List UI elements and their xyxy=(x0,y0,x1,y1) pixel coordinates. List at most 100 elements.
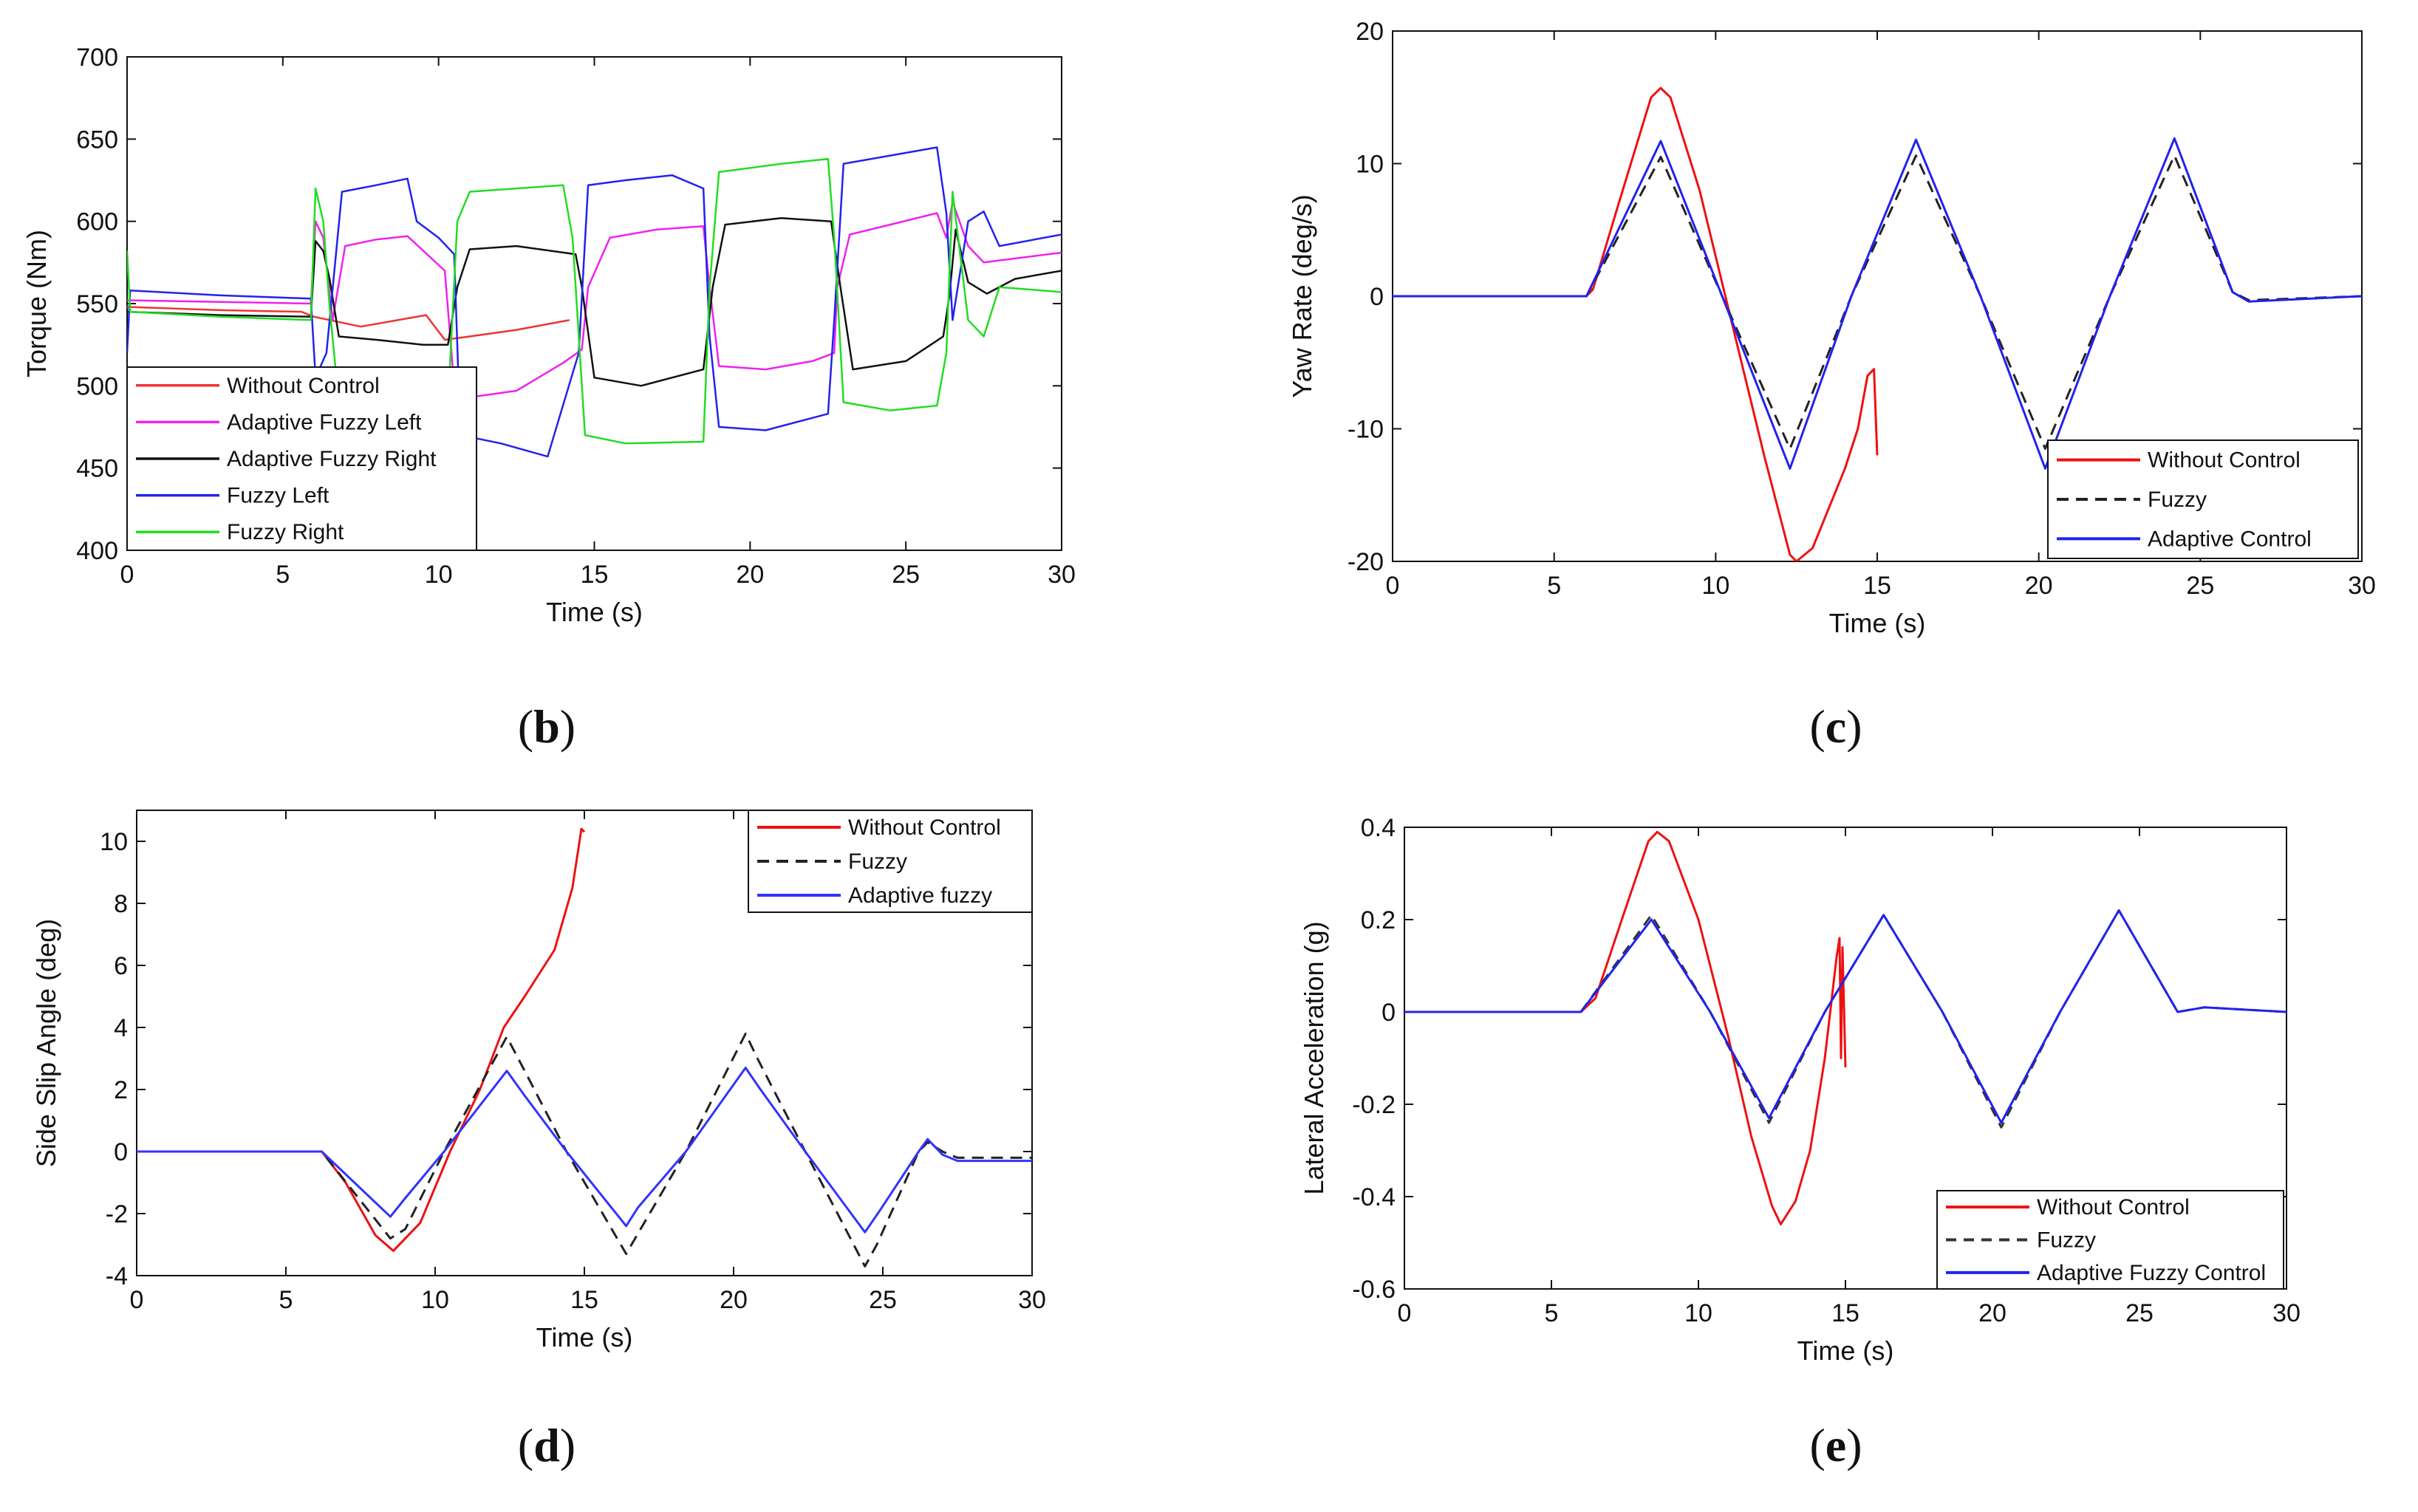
x-tick-label: 0 xyxy=(1386,572,1400,600)
y-tick-label: 0 xyxy=(1370,283,1384,311)
chart-panel-e: 0 5 10 15 20 25 30 -0.6 -0.4 -0.2 0 0.2 0.4 Time (s) L… xyxy=(1299,814,2301,1471)
legend-label: Fuzzy xyxy=(2148,488,2207,512)
x-tick-label: 25 xyxy=(2186,572,2214,600)
x-axis-label: Time (s) xyxy=(546,597,643,627)
x-tick-label: 10 xyxy=(425,561,453,589)
legend-label: Without Control xyxy=(2148,448,2301,473)
x-tick-label: 30 xyxy=(1048,561,1076,589)
panel-caption: (b) xyxy=(518,700,576,753)
series-line-adaptive-control xyxy=(1393,137,2362,470)
x-tick-label: 20 xyxy=(720,1286,748,1314)
legend-label: Fuzzy Right xyxy=(227,520,344,544)
x-tick-label: 5 xyxy=(279,1286,293,1314)
x-axis-label: Time (s) xyxy=(1829,608,1926,638)
x-tick-label: 0 xyxy=(1398,1299,1412,1327)
y-tick-label: 550 xyxy=(76,290,118,318)
x-tick-label: 25 xyxy=(892,561,920,589)
legend-label: Fuzzy xyxy=(848,849,907,874)
y-axis-label: Torque (Nm) xyxy=(21,230,52,377)
legend-label: Adaptive Fuzzy Left xyxy=(227,410,422,434)
panel-caption: (c) xyxy=(1809,700,1862,753)
legend: Without Control Adaptive Fuzzy Left Adapti… xyxy=(126,366,477,551)
y-tick-label: 0 xyxy=(1382,999,1396,1027)
y-tick-label: 600 xyxy=(76,208,118,236)
y-tick-label: -20 xyxy=(1348,548,1384,576)
y-tick-label: -2 xyxy=(106,1200,128,1228)
y-axis-label: Yaw Rate (deg/s) xyxy=(1287,194,1317,397)
y-tick-label: 8 xyxy=(114,890,128,918)
series-line-adaptive-fuzzy xyxy=(137,1067,1032,1234)
y-tick-label: -0.2 xyxy=(1352,1091,1396,1119)
x-tick-label: 10 xyxy=(1701,572,1729,600)
y-tick-label: -4 xyxy=(106,1262,128,1290)
series-line-fuzzy-right xyxy=(127,157,1062,445)
legend-label: Adaptive Fuzzy Right xyxy=(227,447,437,471)
y-tick-label: 6 xyxy=(114,952,128,980)
y-tick-label: 20 xyxy=(1356,18,1384,46)
x-tick-label: 5 xyxy=(1547,572,1561,600)
legend: Without Control Fuzzy Adaptive Control xyxy=(2047,439,2359,559)
y-tick-label: 500 xyxy=(76,372,118,400)
legend: Without Control Fuzzy Adaptive fuzzy xyxy=(748,810,1033,913)
x-tick-label: 20 xyxy=(1978,1299,2007,1327)
x-tick-label: 10 xyxy=(1684,1299,1712,1327)
series-line-without-control xyxy=(127,306,570,341)
legend-label: Without Control xyxy=(2037,1195,2190,1219)
x-tick-label: 5 xyxy=(1545,1299,1559,1327)
y-tick-label: 0.2 xyxy=(1361,906,1396,934)
series-line-without-control xyxy=(137,827,586,1252)
series-line-adaptive-fuzzy-left xyxy=(127,200,1062,399)
x-tick-label: 30 xyxy=(1018,1286,1046,1314)
panel-caption: (e) xyxy=(1809,1419,1862,1471)
legend-label: Adaptive fuzzy xyxy=(848,883,992,908)
x-tick-label: 5 xyxy=(276,561,290,589)
x-tick-label: 15 xyxy=(1831,1299,1859,1327)
series-line-without-control xyxy=(1404,830,1847,1225)
x-tick-label: 20 xyxy=(736,561,764,589)
x-axis-label: Time (s) xyxy=(1797,1335,1894,1366)
series-line-without-control xyxy=(1393,86,1879,561)
legend: Without Control Fuzzy Adaptive Fuzzy Contr… xyxy=(1936,1190,2284,1290)
legend-label: Fuzzy xyxy=(2037,1228,2096,1253)
y-tick-label: -10 xyxy=(1348,416,1384,444)
x-tick-label: 0 xyxy=(120,561,134,589)
legend-label: Without Control xyxy=(848,815,1001,840)
x-tick-label: 15 xyxy=(581,561,609,589)
y-tick-label: 0.4 xyxy=(1361,814,1396,842)
x-tick-label: 10 xyxy=(421,1286,449,1314)
series-line-adaptive-fuzzy-control xyxy=(1404,909,2286,1124)
y-tick-label: 4 xyxy=(114,1014,128,1042)
y-axis-label: Lateral Acceleration (g) xyxy=(1299,921,1329,1194)
x-tick-label: 0 xyxy=(130,1286,144,1314)
legend-label: Fuzzy Left xyxy=(227,484,329,508)
series-line-fuzzy xyxy=(137,1032,1032,1268)
chart-panel-c: 0 5 10 15 20 25 30 -20 -10 0 10 20 Time (s) Yaw Rate … xyxy=(1287,18,2376,753)
x-tick-label: 25 xyxy=(2125,1299,2154,1327)
x-tick-label: 15 xyxy=(570,1286,598,1314)
y-tick-label: -0.4 xyxy=(1352,1183,1396,1211)
x-tick-label: 25 xyxy=(869,1286,897,1314)
y-tick-label: 0 xyxy=(114,1138,128,1166)
y-tick-label: -0.6 xyxy=(1352,1276,1396,1304)
legend-label: Adaptive Control xyxy=(2148,527,2312,551)
y-tick-label: 450 xyxy=(76,455,118,483)
legend-label: Without Control xyxy=(227,374,380,398)
panel-caption: (d) xyxy=(518,1419,576,1471)
y-tick-label: 10 xyxy=(100,828,128,856)
y-tick-label: 2 xyxy=(114,1076,128,1104)
y-tick-label: 650 xyxy=(76,126,118,154)
y-tick-label: 400 xyxy=(76,537,118,565)
chart-panel-b: 0 5 10 15 20 25 30 400 450 500 550 600 650 700 Time (s… xyxy=(21,44,1076,753)
series-line-fuzzy-left xyxy=(127,146,1062,458)
y-tick-label: 10 xyxy=(1356,151,1384,179)
x-axis-label: Time (s) xyxy=(536,1322,633,1352)
y-axis-label: Side Slip Angle (deg) xyxy=(31,919,61,1167)
chart-panel-d: 0 5 10 15 20 25 30 -4 -2 0 2 4 6 8 10 Time (s) Side Slip… xyxy=(31,810,1046,1471)
x-tick-label: 30 xyxy=(2348,572,2376,600)
x-tick-label: 20 xyxy=(2025,572,2053,600)
y-tick-label: 700 xyxy=(76,44,118,72)
x-tick-label: 15 xyxy=(1863,572,1891,600)
x-tick-label: 30 xyxy=(2272,1299,2301,1327)
legend-label: Adaptive Fuzzy Control xyxy=(2037,1261,2266,1285)
